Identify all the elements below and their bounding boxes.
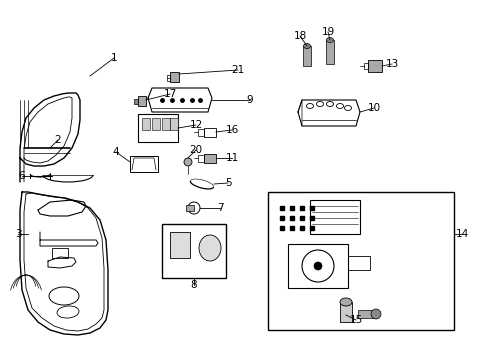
Text: 14: 14 xyxy=(454,229,468,239)
Bar xyxy=(167,75,170,81)
Text: 17: 17 xyxy=(163,89,176,99)
Text: 16: 16 xyxy=(225,125,238,135)
Bar xyxy=(162,118,170,130)
Bar xyxy=(134,99,138,104)
Bar xyxy=(142,118,150,130)
Ellipse shape xyxy=(303,44,310,49)
Text: 9: 9 xyxy=(246,95,253,105)
Bar xyxy=(367,60,381,72)
Circle shape xyxy=(313,262,321,270)
Bar xyxy=(325,40,333,64)
Bar xyxy=(170,118,178,130)
Bar xyxy=(138,96,146,106)
Text: 3: 3 xyxy=(15,229,21,239)
Bar xyxy=(162,224,225,278)
Text: 12: 12 xyxy=(189,120,202,130)
Bar xyxy=(203,128,216,137)
Ellipse shape xyxy=(326,37,333,42)
Text: 21: 21 xyxy=(231,65,244,75)
Bar xyxy=(130,156,158,172)
Text: 20: 20 xyxy=(189,145,202,155)
Bar xyxy=(339,302,351,322)
Bar xyxy=(309,200,359,234)
Circle shape xyxy=(183,158,192,166)
Bar xyxy=(347,256,369,270)
Bar xyxy=(203,154,216,163)
Text: 1: 1 xyxy=(110,53,117,63)
Text: 5: 5 xyxy=(224,178,231,188)
Text: 4: 4 xyxy=(112,147,119,157)
Text: 8: 8 xyxy=(190,280,197,290)
Text: 2: 2 xyxy=(55,135,61,145)
Bar xyxy=(287,244,347,288)
Bar xyxy=(152,118,160,130)
Bar xyxy=(198,129,203,136)
Text: 13: 13 xyxy=(385,59,398,69)
Bar xyxy=(52,248,68,258)
Ellipse shape xyxy=(199,235,221,261)
Circle shape xyxy=(370,309,380,319)
Text: 15: 15 xyxy=(348,315,362,325)
Text: 18: 18 xyxy=(293,31,306,41)
Bar xyxy=(357,310,375,318)
Text: 10: 10 xyxy=(366,103,380,113)
Text: 7: 7 xyxy=(216,203,223,213)
Text: 19: 19 xyxy=(321,27,334,37)
Bar xyxy=(267,192,453,330)
Ellipse shape xyxy=(339,298,351,306)
Bar xyxy=(138,114,178,142)
Bar xyxy=(185,205,194,211)
Bar xyxy=(170,232,190,258)
Text: 6: 6 xyxy=(19,171,25,181)
Bar xyxy=(363,63,367,69)
Bar xyxy=(303,46,310,66)
Bar xyxy=(198,155,203,162)
Text: 11: 11 xyxy=(225,153,238,163)
Bar xyxy=(170,72,179,82)
